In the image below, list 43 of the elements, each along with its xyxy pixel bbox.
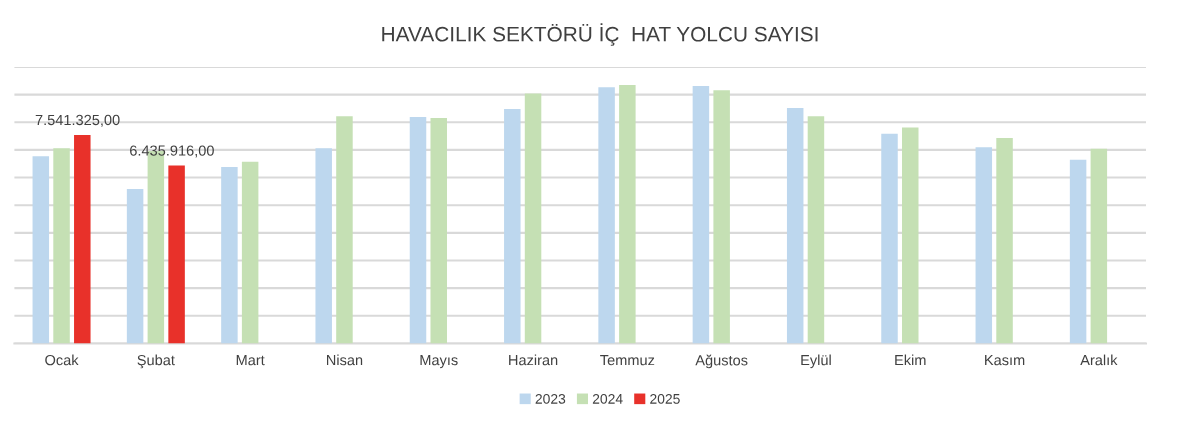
bar (713, 90, 730, 344)
data-label: 7.541.325,00 (35, 114, 120, 127)
legend-label: 2023 (535, 393, 566, 404)
x-tick-label: Haziran (509, 354, 558, 366)
x-tick-label: Aralık (1080, 354, 1118, 366)
bar (409, 117, 427, 344)
bar (504, 108, 521, 344)
bar (53, 148, 70, 344)
bar (1090, 148, 1108, 344)
bar (786, 107, 804, 344)
chart-title: HAVACILIK SEKTÖRÜ İÇ HAT YOLCU SAYISI (382, 23, 818, 46)
legend-label: 2024 (592, 393, 623, 404)
x-tick-label: Kasım (985, 355, 1025, 366)
bar (430, 118, 447, 344)
bar (902, 127, 919, 344)
x-tick-label: Temmuz (600, 355, 655, 366)
bar (315, 148, 332, 344)
bar (524, 93, 542, 344)
bar (336, 116, 353, 344)
bar (1069, 159, 1087, 344)
x-tick-label: Ekim (895, 354, 926, 366)
bar (126, 188, 144, 344)
x-tick-label: Ocak (45, 354, 79, 366)
bar (598, 87, 615, 344)
bar (74, 134, 91, 344)
x-tick-label: Eylül (801, 354, 831, 369)
bar (881, 133, 898, 344)
bar (168, 165, 185, 344)
data-label: 6.435.916,00 (130, 145, 214, 158)
bar (692, 86, 710, 344)
bar (241, 161, 259, 344)
bar (996, 138, 1013, 344)
legend-label: 2025 (650, 393, 680, 404)
x-tick-label: Mayıs (420, 355, 458, 369)
x-tick-label: Mart (236, 355, 265, 366)
bar (221, 167, 238, 344)
bar (32, 156, 50, 344)
x-tick-label: Şubat (137, 354, 175, 369)
bar (807, 116, 825, 344)
x-tick-label: Nisan (327, 354, 363, 366)
bar (619, 84, 636, 344)
bar (975, 147, 993, 344)
x-tick-label: Ağustos (695, 354, 748, 369)
